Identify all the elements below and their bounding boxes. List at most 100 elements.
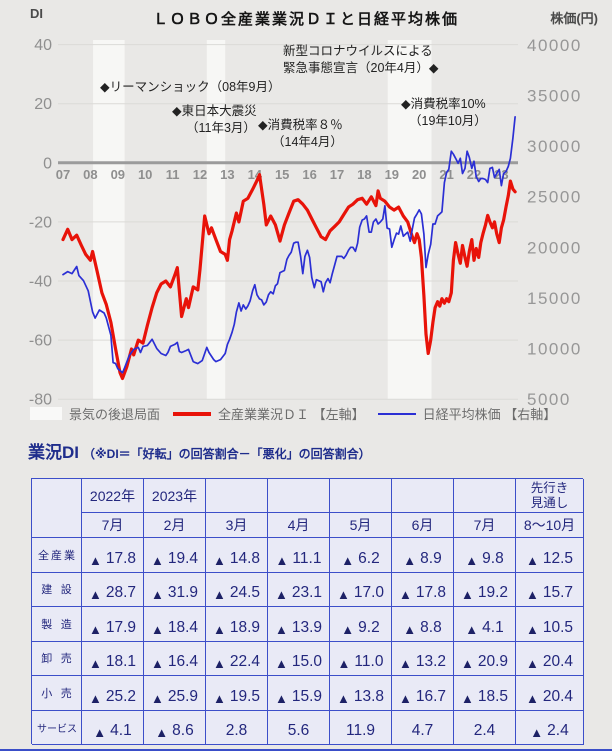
annotation-text: ◆東日本大震災 (172, 104, 257, 118)
negative-triangle-marker: ▲ (336, 587, 350, 602)
di-value-cell: ▲ 18.5 (454, 676, 516, 711)
di-value-cell: 11.9 (330, 710, 392, 745)
row-label-text: 卸売 (41, 653, 72, 666)
svg-text:10: 10 (138, 167, 152, 182)
legend-item-0: 景気の後退局面 (30, 404, 160, 423)
year-header-cell (330, 479, 392, 513)
negative-triangle-marker: ▲ (460, 690, 474, 706)
di-value-cell: ▲ 15.9 (268, 676, 330, 711)
row-label-製造: 製造 (32, 607, 82, 642)
annotation-text: 新型コロナウイルスによる (283, 44, 433, 58)
legend-label: 景気の後退局面 (69, 407, 161, 422)
svg-text:40000: 40000 (527, 36, 582, 55)
negative-triangle-marker: ▲ (274, 587, 288, 602)
di-value-cell: ▲ 12.5 (516, 538, 584, 573)
svg-text:20000: 20000 (527, 238, 582, 257)
svg-text:15000: 15000 (527, 289, 582, 308)
di-value-cell: ▲ 15.7 (516, 572, 584, 607)
year-header-cell: 2022年 (82, 479, 144, 513)
line-swatch (173, 411, 212, 416)
month-header-cell: 2月 (144, 513, 206, 538)
di-value-cell: ▲ 17.9 (82, 607, 144, 642)
negative-triangle-marker: ▲ (403, 552, 417, 568)
month-header-cell: 6月 (392, 513, 454, 538)
di-value-cell: ▲ 9.8 (454, 538, 516, 573)
di-value-cell: ▲ 11.0 (330, 641, 392, 676)
di-value-cell: ▲ 20.4 (516, 641, 584, 676)
svg-text:19: 19 (385, 167, 399, 182)
negative-triangle-marker: ▲ (398, 690, 412, 706)
year-header-cell (454, 479, 516, 513)
negative-triangle-marker: ▲ (398, 587, 412, 602)
svg-text:-80: -80 (29, 392, 52, 409)
month-header-cell: 7月 (454, 513, 516, 538)
negative-triangle-marker: ▲ (336, 690, 350, 706)
di-value-cell: ▲ 8.9 (392, 538, 454, 573)
negative-triangle-marker: ▲ (88, 690, 102, 706)
negative-triangle-marker: ▲ (212, 587, 226, 602)
forecast-header-line: 見通し (530, 495, 569, 510)
di-nikkei-line-chart: 40 20 0 -20 -40 -60 -80 40000 35000 30000 25000 200… (29, 36, 582, 409)
right-axis-unit-label: 株価(円) (550, 11, 598, 26)
negative-triangle-marker: ▲ (530, 725, 544, 740)
di-value-cell: ▲ 13.9 (268, 607, 330, 642)
di-value-cell: 5.6 (268, 710, 330, 745)
negative-triangle-marker: ▲ (88, 656, 102, 671)
month-header-cell: 3月 (206, 513, 268, 538)
di-value-cell: ▲ 25.9 (144, 676, 206, 711)
di-value-cell: ▲ 13.8 (330, 676, 392, 711)
negative-triangle-marker: ▲ (150, 552, 164, 568)
di-value-cell: ▲ 24.5 (206, 572, 268, 607)
table-section-header: 業況DI （※DI＝「好転」の回答割合－「悪化」の回答割合） (28, 438, 371, 463)
negative-triangle-marker: ▲ (465, 621, 479, 637)
svg-text:16: 16 (302, 167, 316, 182)
negative-triangle-marker: ▲ (465, 552, 479, 568)
negative-triangle-marker: ▲ (525, 552, 539, 568)
negative-triangle-marker: ▲ (155, 725, 169, 740)
svg-text:40: 40 (34, 37, 52, 54)
di-value-cell: ▲ 17.8 (392, 572, 454, 607)
svg-text:10000: 10000 (527, 339, 582, 358)
di-value-cell: ▲ 31.9 (144, 572, 206, 607)
svg-text:07: 07 (56, 167, 70, 182)
month-header-cell: 8～10月 (516, 513, 584, 538)
table-heading: 業況DI (28, 443, 79, 462)
negative-triangle-marker: ▲ (525, 690, 539, 706)
month-header-cell: 7月 (82, 513, 144, 538)
negative-triangle-marker: ▲ (88, 621, 102, 637)
negative-triangle-marker: ▲ (525, 587, 539, 602)
annotation-lehman-shock: ◆リーマンショック（08年9月） (100, 79, 280, 96)
negative-triangle-marker: ▲ (88, 587, 102, 602)
recession-band-swatch (30, 407, 62, 420)
business-di-table: 2022年 2023年 先行き 見通し 7月 2月 3月 4月 5月 6月 7月 8～10月全産業 ▲ 1… (31, 478, 584, 745)
di-value-cell: ▲ 14.8 (206, 538, 268, 573)
negative-triangle-marker: ▲ (274, 690, 288, 706)
di-value-cell: ▲ 2.4 (516, 710, 584, 745)
svg-text:-60: -60 (29, 333, 52, 350)
forecast-header-line: 先行き (530, 480, 569, 495)
negative-triangle-marker: ▲ (398, 656, 412, 671)
di-value-cell: ▲ 25.2 (82, 676, 144, 711)
row-label-サービス: サービス (32, 710, 82, 745)
di-value-cell: ▲ 10.5 (516, 607, 584, 642)
negative-triangle-marker: ▲ (93, 725, 107, 740)
svg-text:0: 0 (43, 155, 52, 172)
svg-text:35000: 35000 (527, 87, 582, 106)
svg-text:20: 20 (34, 96, 52, 113)
di-value-cell: ▲ 11.1 (268, 538, 330, 573)
bottom-strip (0, 751, 612, 754)
di-value-cell: ▲ 28.7 (82, 572, 144, 607)
row-label-text: 小売 (41, 687, 72, 700)
di-value-cell: ▲ 18.9 (206, 607, 268, 642)
svg-text:5000: 5000 (527, 390, 571, 409)
legend-item-1: 全産業業況ＤＩ 【左軸】 (173, 404, 365, 423)
negative-triangle-marker: ▲ (341, 552, 355, 568)
di-value-cell: ▲ 8.6 (144, 710, 206, 745)
annotation-text: ◆消費税率８％ (258, 118, 343, 132)
negative-triangle-marker: ▲ (212, 690, 226, 706)
svg-text:30000: 30000 (527, 137, 582, 156)
line-swatch (377, 412, 416, 415)
di-value-cell: ▲ 22.4 (206, 641, 268, 676)
month-header-cell: 4月 (268, 513, 330, 538)
di-value-cell: ▲ 4.1 (454, 607, 516, 642)
